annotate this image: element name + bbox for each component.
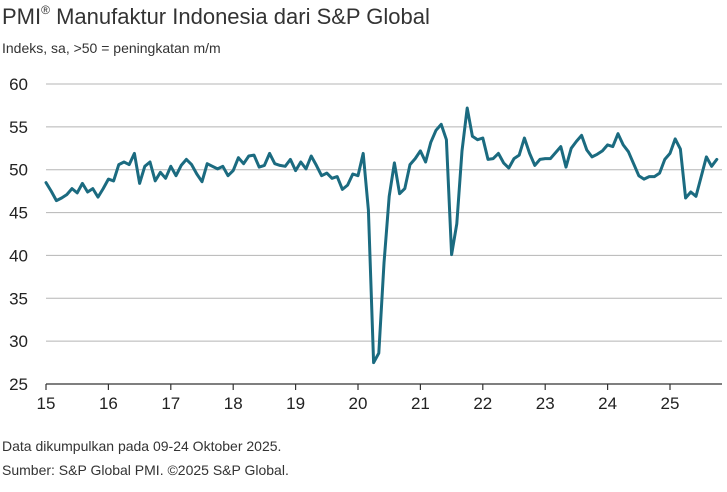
- x-tick-label-25: 25: [661, 394, 680, 413]
- x-tick-label-20: 20: [349, 394, 368, 413]
- series-layer: [44, 106, 719, 365]
- y-tick-label-50: 50: [9, 161, 28, 180]
- y-tick-label-30: 30: [9, 332, 28, 351]
- pmi-line-chart: 25 30 35 40 45 50 55 60 15 16 17 18 19 20 21 22 23 24 25: [9, 75, 722, 413]
- series-line-0: [44, 106, 719, 365]
- footnote-data-collected: Data dikumpulkan pada 09-24 Oktober 2025…: [2, 438, 282, 454]
- y-tick-label-40: 40: [9, 246, 28, 265]
- y-tick-label-35: 35: [9, 289, 28, 308]
- x-tick-label-15: 15: [37, 394, 56, 413]
- chart-subtitle: Indeks, sa, >50 = peningkatan m/m: [2, 40, 221, 56]
- y-tick-label-25: 25: [9, 375, 28, 394]
- x-tick-label-22: 22: [473, 394, 492, 413]
- y-tick-label-55: 55: [9, 118, 28, 137]
- x-tick-label-18: 18: [224, 394, 243, 413]
- y-axis: 25 30 35 40 45 50 55 60: [9, 75, 28, 394]
- x-tick-label-21: 21: [411, 394, 430, 413]
- x-tick-label-16: 16: [99, 394, 118, 413]
- y-tick-label-60: 60: [9, 75, 28, 94]
- chart-title-rest: Manufaktur Indonesia dari S&P Global: [49, 4, 430, 29]
- chart-title: PMI® Manufaktur Indonesia dari S&P Globa…: [2, 2, 430, 30]
- x-axis: 15 16 17 18 19 20 21 22 23 24 25: [37, 383, 722, 413]
- footnote-source: Sumber: S&P Global PMI. ©2025 S&P Global…: [2, 462, 289, 478]
- x-tick-label-17: 17: [161, 394, 180, 413]
- x-tick-label-19: 19: [286, 394, 305, 413]
- registered-mark: ®: [41, 2, 50, 17]
- x-tick-label-24: 24: [598, 394, 617, 413]
- chart-title-main: PMI: [2, 4, 42, 29]
- x-tick-label-23: 23: [536, 394, 555, 413]
- y-tick-label-45: 45: [9, 204, 28, 223]
- gridlines: [46, 83, 722, 342]
